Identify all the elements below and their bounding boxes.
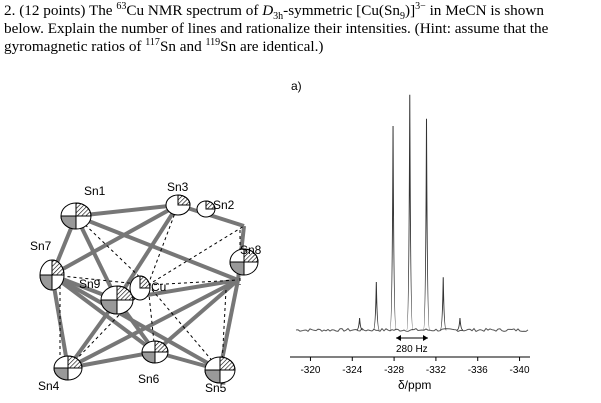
coupling-marker: 280 Hz bbox=[396, 335, 428, 355]
satellite-2 bbox=[456, 317, 464, 331]
atom-sn5 bbox=[204, 356, 236, 384]
x-tick-label: -332 bbox=[426, 365, 446, 376]
label-cu: Cu bbox=[151, 280, 166, 294]
peak-4 bbox=[423, 118, 430, 331]
label-sn6: Sn6 bbox=[138, 372, 160, 386]
label-sn1: Sn1 bbox=[84, 184, 106, 198]
peak-1 bbox=[372, 281, 380, 331]
x-axis-label: δ/ppm bbox=[398, 378, 431, 392]
atom-labels: Sn1 Sn3 Sn2 Sn7 Sn8 Sn9 Cu Sn4 Sn6 Sn5 bbox=[30, 180, 262, 395]
question-text: 2. (12 points) The 63Cu NMR spectrum of … bbox=[4, 0, 549, 55]
spectrum-peaks bbox=[356, 94, 464, 331]
atom-sn9 bbox=[100, 285, 134, 315]
cluster-structure-figure: Sn1 Sn3 Sn2 Sn7 Sn8 Sn9 Cu Sn4 Sn6 Sn5 bbox=[30, 180, 262, 395]
x-tick-label: -324 bbox=[342, 365, 362, 376]
atom-sn3 bbox=[165, 194, 191, 216]
atom-sn4 bbox=[53, 355, 83, 381]
label-sn4: Sn4 bbox=[38, 379, 60, 393]
atom-sn8 bbox=[229, 248, 259, 276]
x-ticks: -320 -324 -328 -332 -336 -340 bbox=[300, 357, 530, 376]
x-tick-label: -340 bbox=[510, 365, 530, 376]
label-sn7: Sn7 bbox=[30, 239, 52, 253]
peak-3 bbox=[406, 94, 414, 331]
x-tick-label: -328 bbox=[384, 365, 404, 376]
label-sn3: Sn3 bbox=[167, 180, 189, 194]
atom-sn1 bbox=[60, 202, 92, 230]
atom-ellipsoids bbox=[39, 194, 259, 384]
peak-5 bbox=[439, 277, 447, 331]
panel-label: a) bbox=[291, 79, 302, 93]
label-sn8: Sn8 bbox=[240, 243, 262, 257]
spectrum-trace bbox=[295, 327, 529, 333]
coupling-label: 280 Hz bbox=[396, 344, 428, 355]
label-sn5: Sn5 bbox=[205, 381, 227, 395]
peak-2 bbox=[389, 125, 397, 331]
atom-sn6 bbox=[141, 340, 169, 364]
charge: 3− bbox=[415, 0, 426, 12]
isotope-mass: 63 bbox=[116, 0, 127, 12]
x-tick-label: -336 bbox=[468, 365, 488, 376]
point-group: D bbox=[262, 2, 274, 19]
satellite-1 bbox=[356, 317, 363, 331]
question-number: 2. bbox=[4, 2, 16, 19]
label-sn9: Sn9 bbox=[79, 277, 101, 291]
nmr-spectrum-figure: a) 280 Hz -320 -324 -328 -332 -336 -340 δ/ppm bbox=[290, 79, 530, 392]
atom-sn2 bbox=[196, 200, 216, 218]
atom-cu bbox=[129, 275, 151, 301]
atom-sn7 bbox=[39, 259, 65, 291]
label-sn2: Sn2 bbox=[213, 198, 235, 212]
x-tick-label: -320 bbox=[300, 365, 320, 376]
